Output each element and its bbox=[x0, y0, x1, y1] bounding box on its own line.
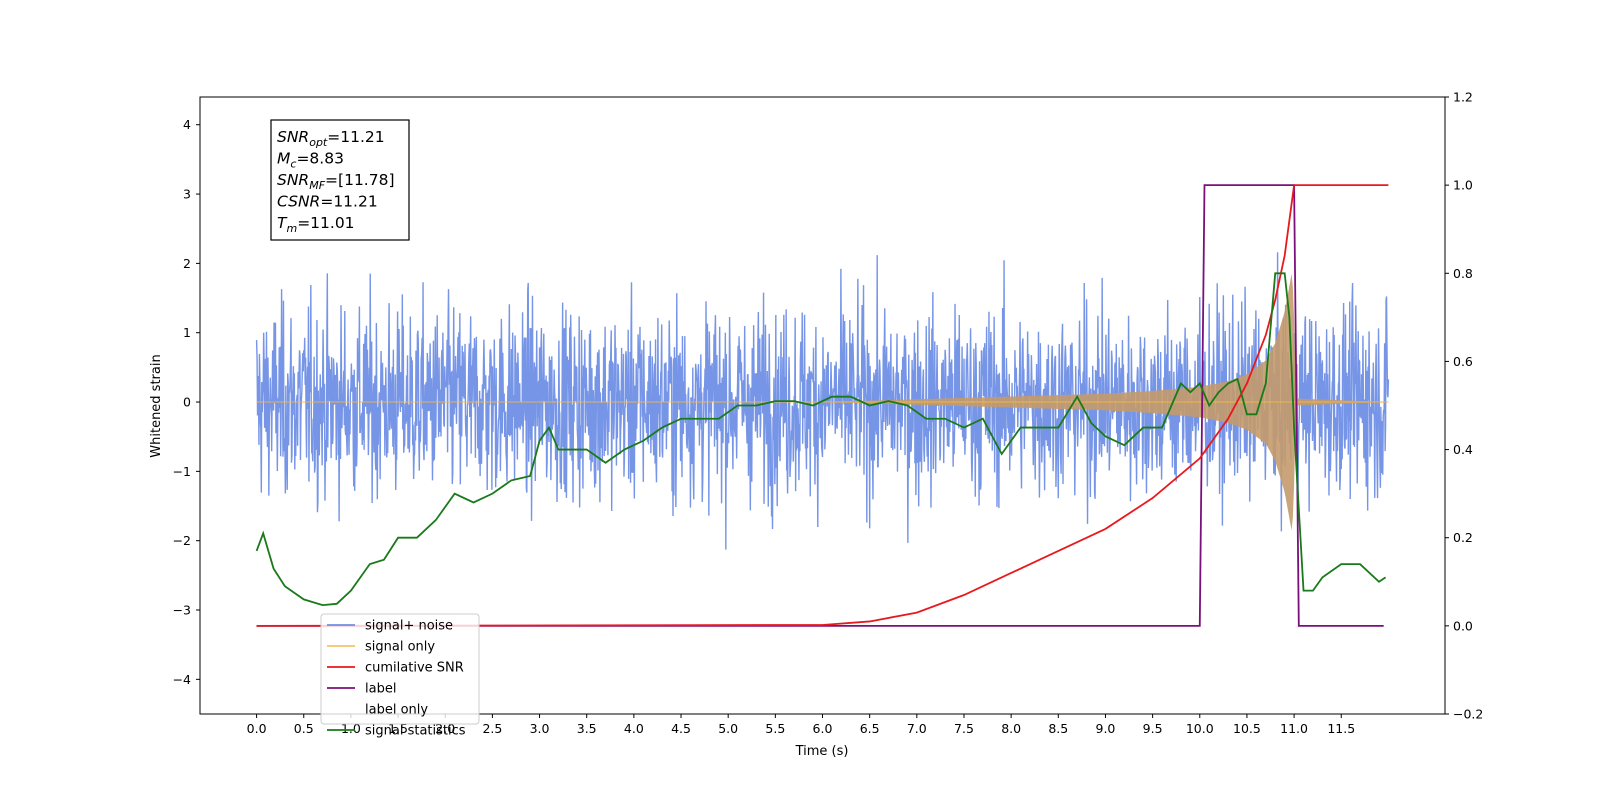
x-tick-label: 10.5 bbox=[1233, 721, 1261, 736]
x-tick-label: 2.0 bbox=[435, 721, 455, 736]
y-axis-left-label: Whitened strain bbox=[149, 354, 164, 457]
x-tick-label: 4.5 bbox=[671, 721, 691, 736]
y-left-tick-label: −2 bbox=[173, 533, 191, 548]
y-left-tick-label: −3 bbox=[173, 603, 191, 618]
legend-entry: label bbox=[365, 682, 396, 697]
y-right-tick-label: 0.2 bbox=[1453, 530, 1473, 545]
legend-entry: signal only bbox=[365, 640, 435, 655]
info-box-line: SNRMF=[11.78] bbox=[277, 171, 395, 192]
x-tick-label: 3.5 bbox=[577, 721, 597, 736]
info-box-frame bbox=[270, 119, 410, 241]
x-axis-label: Time (s) bbox=[795, 744, 849, 759]
line-series-group bbox=[255, 184, 1389, 627]
x-tick-label: 11.0 bbox=[1280, 721, 1308, 736]
x-tick-label: 0.0 bbox=[247, 721, 267, 736]
legend-entry: signal+ noise bbox=[365, 619, 453, 634]
x-tick-label: 6.5 bbox=[860, 721, 880, 736]
info-box-line: Tm=11.01 bbox=[277, 214, 355, 235]
y-right-tick-label: 1.2 bbox=[1453, 90, 1473, 105]
y-axis-right: −0.2 0.0 0.2 0.4 0.6 0.8 1.0 1.2 bbox=[1445, 90, 1483, 722]
x-tick-label: 5.0 bbox=[718, 721, 738, 736]
x-tick-label: 7.5 bbox=[954, 721, 974, 736]
cumulative-snr-line bbox=[256, 184, 1389, 627]
legend-entry: label only bbox=[365, 703, 428, 718]
x-axis: 0.0 0.5 1.0 1.5 2.0 2.5 3.0 3.5 4.0 4.5 5.0 5.5 6.0 6… bbox=[247, 714, 1355, 736]
x-tick-label: 7.0 bbox=[907, 721, 927, 736]
y-right-tick-label: −0.2 bbox=[1453, 707, 1483, 722]
y-left-tick-label: 1 bbox=[183, 325, 191, 340]
legend-entry: cumilative SNR bbox=[365, 661, 464, 676]
y-axis-left: −4 −3 −2 −1 0 1 2 3 4 bbox=[173, 117, 200, 687]
x-tick-label: 10.0 bbox=[1186, 721, 1214, 736]
y-right-tick-label: 0.0 bbox=[1453, 618, 1473, 633]
x-tick-label: 8.0 bbox=[1001, 721, 1021, 736]
y-left-tick-label: 4 bbox=[183, 117, 191, 132]
label-line bbox=[256, 184, 1384, 627]
x-tick-label: 0.5 bbox=[294, 721, 314, 736]
y-left-tick-label: −4 bbox=[173, 672, 191, 687]
y-right-tick-label: 0.6 bbox=[1453, 354, 1473, 369]
y-left-tick-label: 2 bbox=[183, 256, 191, 271]
y-left-tick-label: 3 bbox=[183, 187, 191, 202]
signal-statistics-line bbox=[255, 272, 1387, 607]
x-tick-label: 1.5 bbox=[388, 721, 408, 736]
signal-noise-line bbox=[255, 252, 1390, 550]
x-tick-label: 3.0 bbox=[530, 721, 550, 736]
y-right-tick-label: 0.4 bbox=[1453, 442, 1473, 457]
y-left-tick-label: 0 bbox=[183, 395, 191, 410]
y-right-tick-label: 1.0 bbox=[1453, 178, 1473, 193]
x-tick-label: 2.5 bbox=[482, 721, 502, 736]
x-tick-label: 8.5 bbox=[1048, 721, 1068, 736]
info-box: SNRopt=11.21Mc=8.83SNRMF=[11.78]CSNR=11.… bbox=[270, 119, 410, 241]
x-tick-label: 1.0 bbox=[341, 721, 361, 736]
x-tick-label: 11.5 bbox=[1327, 721, 1355, 736]
x-tick-label: 6.0 bbox=[813, 721, 833, 736]
legend-frame bbox=[320, 613, 480, 725]
x-tick-label: 9.5 bbox=[1143, 721, 1163, 736]
y-left-tick-label: −1 bbox=[173, 464, 191, 479]
plot-area bbox=[255, 184, 1390, 627]
signal-noise-series bbox=[255, 252, 1390, 550]
y-right-tick-label: 0.8 bbox=[1453, 266, 1473, 281]
x-tick-label: 9.0 bbox=[1096, 721, 1116, 736]
info-box-line: SNRopt=11.21 bbox=[277, 128, 385, 149]
legend-entry: signal statistics bbox=[365, 724, 466, 739]
legend: signal+ noise signal only cumilative SNR la… bbox=[320, 613, 480, 739]
info-box-line: Mc=8.83 bbox=[277, 150, 344, 171]
x-tick-label: 5.5 bbox=[765, 721, 785, 736]
x-tick-label: 4.0 bbox=[624, 721, 644, 736]
info-box-line: CSNR=11.21 bbox=[277, 193, 378, 211]
